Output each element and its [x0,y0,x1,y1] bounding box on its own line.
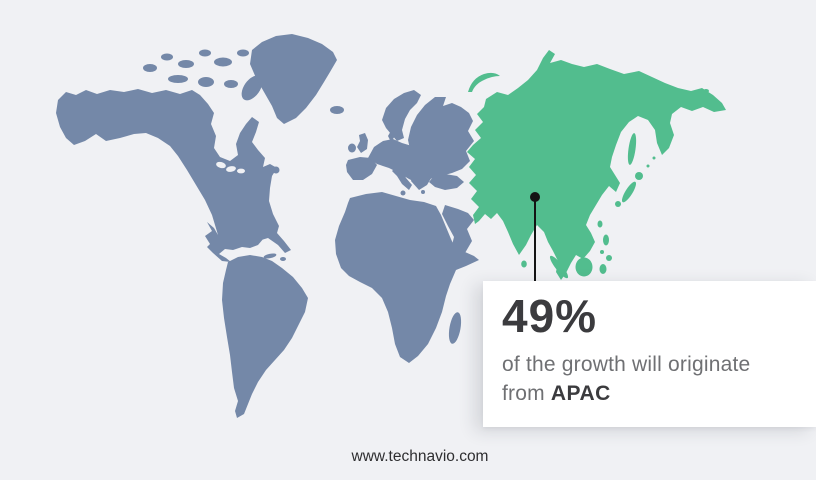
luzon-island [603,234,609,246]
greece-island [421,190,425,194]
stat-description: of the growth will originate from APAC [502,350,808,408]
cuba-island [263,253,277,259]
iberia [346,157,377,180]
italy [392,167,412,190]
arctic-island [178,60,194,68]
region-apac-highlighted [467,50,726,280]
great-britain-island [357,133,368,153]
eastern-europe [408,97,474,178]
mindanao-island [606,255,612,261]
arctic-islands [143,49,263,101]
ireland-island [348,143,356,153]
hispaniola-island [280,257,286,261]
south-america [222,255,308,418]
baffin-island [241,75,263,101]
hokkaido-island [635,172,643,180]
hainan-island [575,229,581,235]
arctic-island [143,64,157,72]
madagascar-island [448,312,462,344]
great-lake [226,166,236,172]
arctic-island [237,49,249,57]
website-url[interactable]: www.technavio.com [351,448,489,465]
continent-africa [335,192,479,363]
marker-dot [530,192,540,202]
africa-mainland [335,192,479,363]
continent-europe [346,90,474,259]
great-lake [216,161,226,169]
kuril-island [652,156,656,160]
newfoundland-island [272,166,280,174]
stat-description-line2-prefix: from [502,381,545,405]
north-america-mainland [56,89,291,262]
stat-region-label: APAC [550,381,611,405]
sri-lanka-island [521,260,527,268]
honshu-island [621,181,637,203]
borneo-island [575,257,593,277]
kuril-island [646,164,650,168]
turkey [429,174,464,190]
sumatra-island [549,255,569,279]
apac-marker [530,192,540,282]
philippine-island [600,250,604,254]
arctic-island [199,49,211,57]
sicily-island [400,190,406,196]
continent-north-america [56,89,291,262]
wrangel-island [703,89,709,93]
arctic-island [198,77,214,87]
stat-callout-card: 49% of the growth will originate from AP… [483,281,816,427]
taiwan-island [597,220,603,228]
balkans [411,167,433,190]
arctic-island [161,53,173,61]
sakhalin-island [627,133,637,165]
iceland [330,106,344,114]
denmark [388,129,395,142]
stat-value: 49% [502,290,598,342]
great-lake [237,168,245,174]
stat-description-line1: of the growth will originate [502,352,751,376]
arctic-island [168,75,188,83]
scandinavia [382,90,421,141]
kyushu-island [615,201,621,207]
novaya-zemlya-island [468,72,500,92]
arabian-peninsula [442,205,474,259]
greenland [250,34,337,124]
sulawesi-island [599,264,607,274]
arctic-island [214,57,232,67]
arctic-island [224,80,238,88]
asia-mainland [467,50,726,280]
